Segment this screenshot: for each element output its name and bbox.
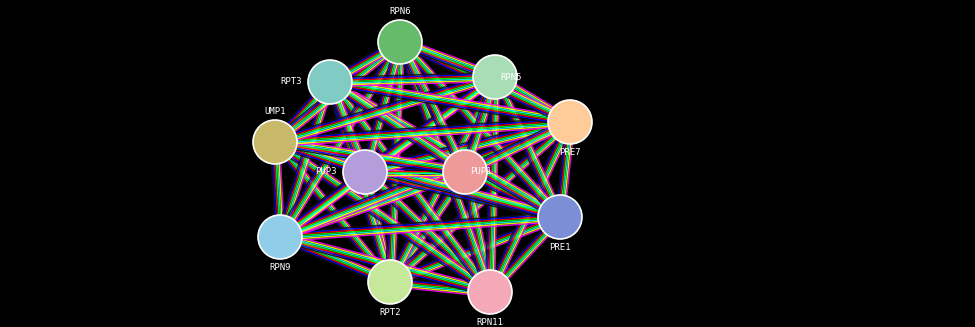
Circle shape xyxy=(468,270,512,314)
Text: RPN5: RPN5 xyxy=(500,73,522,81)
Circle shape xyxy=(473,55,517,99)
Text: UMP1: UMP1 xyxy=(264,107,286,116)
Text: PRE1: PRE1 xyxy=(549,243,570,252)
Circle shape xyxy=(343,150,387,194)
Text: PUP3: PUP3 xyxy=(316,167,337,177)
Text: RPT2: RPT2 xyxy=(379,308,401,317)
Text: RPN6: RPN6 xyxy=(389,7,410,16)
Circle shape xyxy=(368,260,412,304)
Text: PUP1: PUP1 xyxy=(470,167,491,177)
Text: RPN11: RPN11 xyxy=(477,318,503,327)
Circle shape xyxy=(538,195,582,239)
Circle shape xyxy=(308,60,352,104)
Circle shape xyxy=(548,100,592,144)
Circle shape xyxy=(443,150,487,194)
Circle shape xyxy=(378,20,422,64)
Circle shape xyxy=(258,215,302,259)
Text: PRE7: PRE7 xyxy=(560,148,581,157)
Text: RPN9: RPN9 xyxy=(269,263,291,272)
Text: RPT3: RPT3 xyxy=(281,77,302,87)
Circle shape xyxy=(253,120,297,164)
